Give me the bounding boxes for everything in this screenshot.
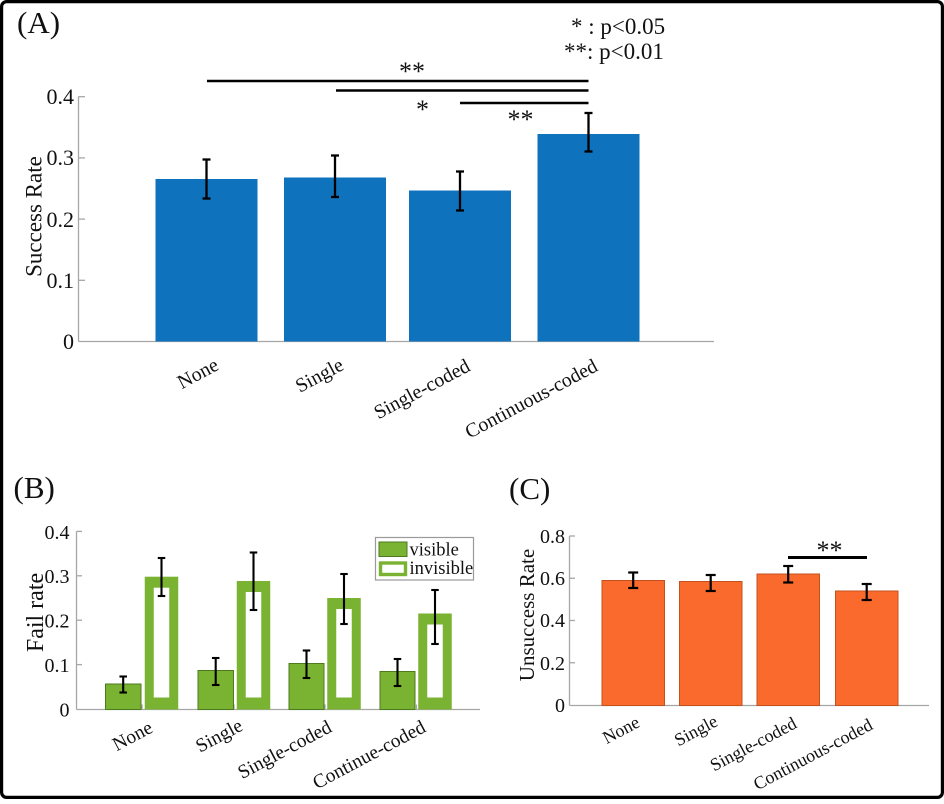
svg-text:**: ** (399, 57, 425, 86)
svg-text:(C): (C) (509, 471, 550, 506)
svg-text:0.3: 0.3 (45, 566, 70, 588)
svg-text:0.2: 0.2 (45, 611, 70, 633)
svg-text:0: 0 (555, 695, 565, 717)
svg-text:**: ** (508, 105, 534, 134)
svg-text:0: 0 (60, 700, 70, 722)
svg-text:Fail rate: Fail rate (23, 573, 49, 652)
svg-text:**: ** (817, 536, 843, 565)
svg-text:0.8: 0.8 (540, 526, 565, 548)
svg-text:*: * (416, 95, 429, 124)
svg-text:0.4: 0.4 (45, 522, 70, 544)
svg-text:visible: visible (410, 541, 459, 561)
svg-text:(A): (A) (17, 5, 60, 40)
svg-text:0.1: 0.1 (45, 655, 70, 677)
svg-text:**: p<0.01: **: p<0.01 (564, 39, 664, 64)
svg-text:0.4: 0.4 (47, 84, 75, 109)
svg-text:0.4: 0.4 (540, 610, 565, 632)
svg-text:0.6: 0.6 (540, 568, 565, 590)
svg-text:0.1: 0.1 (47, 268, 75, 293)
svg-text:0.2: 0.2 (540, 653, 565, 675)
svg-text:Success Rate: Success Rate (22, 156, 47, 277)
svg-text:0.2: 0.2 (47, 207, 75, 232)
svg-text:Unsuccess Rate: Unsuccess Rate (515, 549, 539, 681)
svg-text:(B): (B) (14, 470, 55, 505)
svg-text:0.3: 0.3 (47, 145, 75, 170)
svg-text:* : p<0.05: * : p<0.05 (571, 14, 665, 39)
svg-text:invisible: invisible (410, 559, 474, 579)
svg-text:0: 0 (63, 329, 74, 354)
